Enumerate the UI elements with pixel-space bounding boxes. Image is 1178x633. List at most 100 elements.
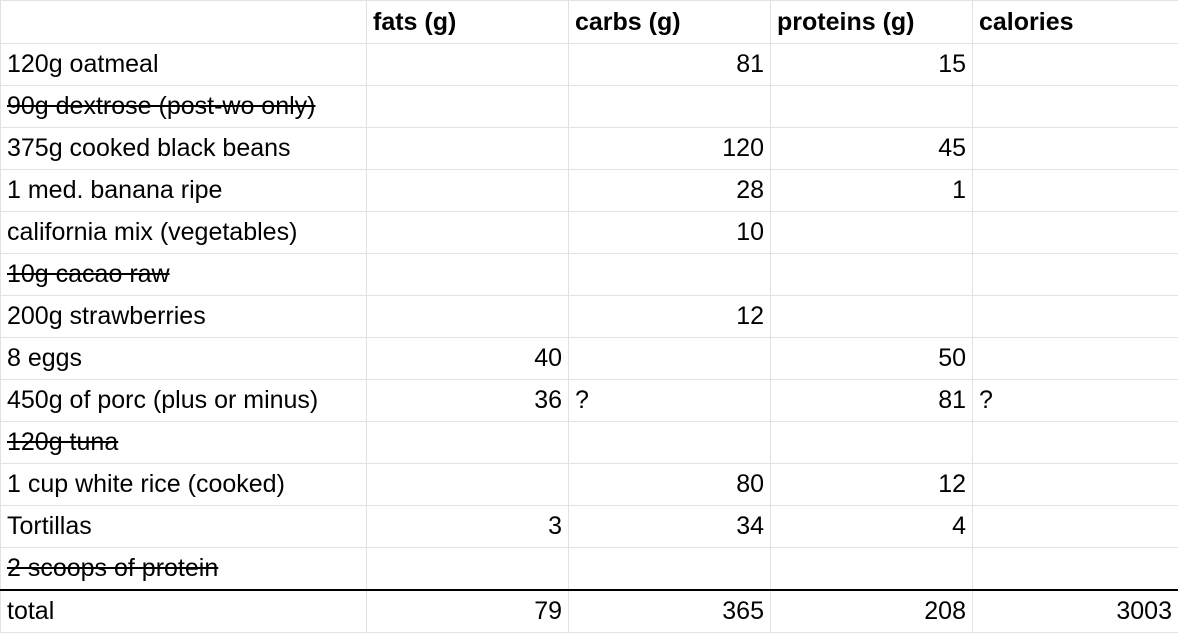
cell-calories[interactable] — [973, 296, 1178, 338]
cell-calories[interactable] — [973, 128, 1178, 170]
header-row: fats (g) carbs (g) proteins (g) calories — [1, 1, 1178, 44]
cell-calories[interactable] — [973, 338, 1178, 380]
cell-calories[interactable]: 3003 — [973, 590, 1178, 633]
header-cell-item[interactable] — [1, 1, 367, 44]
table-row: california mix (vegetables) 10 — [1, 212, 1178, 254]
cell-proteins[interactable]: 81 — [771, 380, 973, 422]
cell-fats[interactable] — [367, 212, 569, 254]
cell-fats[interactable]: 40 — [367, 338, 569, 380]
cell-carbs[interactable] — [569, 548, 771, 591]
cell-carbs[interactable]: 10 — [569, 212, 771, 254]
cell-proteins[interactable] — [771, 86, 973, 128]
cell-text: 375g cooked black beans — [7, 134, 291, 162]
cell-fats[interactable]: 36 — [367, 380, 569, 422]
cell-proteins[interactable] — [771, 212, 973, 254]
cell-item[interactable]: 1 cup white rice (cooked) — [1, 464, 367, 506]
cell-text: total — [7, 597, 54, 625]
cell-proteins[interactable]: 45 — [771, 128, 973, 170]
cell-fats[interactable] — [367, 170, 569, 212]
cell-proteins[interactable]: 1 — [771, 170, 973, 212]
cell-proteins[interactable] — [771, 422, 973, 464]
cell-fats[interactable] — [367, 128, 569, 170]
cell-item[interactable]: 1 med. banana ripe — [1, 170, 367, 212]
cell-item[interactable]: 375g cooked black beans — [1, 128, 367, 170]
cell-calories[interactable] — [973, 170, 1178, 212]
cell-carbs[interactable]: 365 — [569, 590, 771, 633]
cell-calories[interactable] — [973, 422, 1178, 464]
cell-item[interactable]: 200g strawberries — [1, 296, 367, 338]
cell-calories[interactable] — [973, 506, 1178, 548]
cell-carbs[interactable]: 80 — [569, 464, 771, 506]
cell-proteins[interactable] — [771, 296, 973, 338]
cell-proteins[interactable]: 208 — [771, 590, 973, 633]
header-cell-fats[interactable]: fats (g) — [367, 1, 569, 44]
cell-item[interactable]: 90g dextrose (post-wo only) — [1, 86, 367, 128]
cell-proteins[interactable]: 12 — [771, 464, 973, 506]
cell-item[interactable]: 8 eggs — [1, 338, 367, 380]
table-row: 450g of porc (plus or minus)36?81? — [1, 380, 1178, 422]
cell-carbs[interactable]: ? — [569, 380, 771, 422]
cell-fats[interactable]: 79 — [367, 590, 569, 633]
cell-carbs[interactable]: 12 — [569, 296, 771, 338]
cell-text: 2 scoops of protein — [7, 554, 218, 582]
cell-carbs[interactable] — [569, 422, 771, 464]
cell-proteins[interactable]: 15 — [771, 44, 973, 86]
cell-text: ? — [979, 380, 993, 421]
cell-item[interactable]: california mix (vegetables) — [1, 212, 367, 254]
cell-calories[interactable] — [973, 464, 1178, 506]
table-row: 8 eggs 40 50 — [1, 338, 1178, 380]
cell-calories[interactable] — [973, 548, 1178, 591]
header-cell-calories[interactable]: calories — [973, 1, 1178, 44]
cell-carbs[interactable]: 120 — [569, 128, 771, 170]
cell-calories[interactable]: ? — [973, 380, 1178, 422]
cell-proteins[interactable]: 4 — [771, 506, 973, 548]
cell-fats[interactable] — [367, 464, 569, 506]
cell-carbs[interactable]: 28 — [569, 170, 771, 212]
cell-fats[interactable] — [367, 254, 569, 296]
cell-calories[interactable] — [973, 254, 1178, 296]
cell-text: 450g of porc (plus or minus) — [7, 386, 318, 414]
table-row: 90g dextrose (post-wo only) — [1, 86, 1178, 128]
cell-carbs[interactable] — [569, 338, 771, 380]
cell-item[interactable]: total — [1, 590, 367, 633]
cell-text: 10g cacao raw — [7, 260, 170, 288]
cell-calories[interactable] — [973, 86, 1178, 128]
cell-carbs[interactable]: 34 — [569, 506, 771, 548]
cell-text: 8 eggs — [7, 344, 82, 372]
cell-item[interactable]: 120g tuna — [1, 422, 367, 464]
cell-text: 1 med. banana ripe — [7, 176, 222, 204]
cell-item[interactable]: 450g of porc (plus or minus) — [1, 380, 367, 422]
cell-fats[interactable] — [367, 86, 569, 128]
header-cell-carbs[interactable]: carbs (g) — [569, 1, 771, 44]
cell-proteins[interactable] — [771, 548, 973, 591]
table-row: 10g cacao raw — [1, 254, 1178, 296]
cell-fats[interactable]: 3 — [367, 506, 569, 548]
cell-fats[interactable] — [367, 422, 569, 464]
cell-text: 1 cup white rice (cooked) — [7, 470, 285, 498]
cell-proteins[interactable]: 50 — [771, 338, 973, 380]
cell-item[interactable]: 120g oatmeal — [1, 44, 367, 86]
cell-item[interactable]: Tortillas — [1, 506, 367, 548]
cell-item[interactable]: 10g cacao raw — [1, 254, 367, 296]
cell-carbs[interactable]: 81 — [569, 44, 771, 86]
cell-carbs[interactable] — [569, 254, 771, 296]
cell-calories[interactable] — [973, 212, 1178, 254]
cell-fats[interactable] — [367, 296, 569, 338]
table-row: 120g tuna — [1, 422, 1178, 464]
cell-proteins[interactable] — [771, 254, 973, 296]
cell-text: ? — [575, 380, 589, 421]
cell-calories[interactable] — [973, 44, 1178, 86]
cell-carbs[interactable] — [569, 86, 771, 128]
header-cell-proteins[interactable]: proteins (g) — [771, 1, 973, 44]
cell-item[interactable]: 2 scoops of protein — [1, 548, 367, 591]
cell-text: 120g tuna — [7, 428, 118, 456]
cell-fats[interactable] — [367, 548, 569, 591]
cell-fats[interactable] — [367, 44, 569, 86]
